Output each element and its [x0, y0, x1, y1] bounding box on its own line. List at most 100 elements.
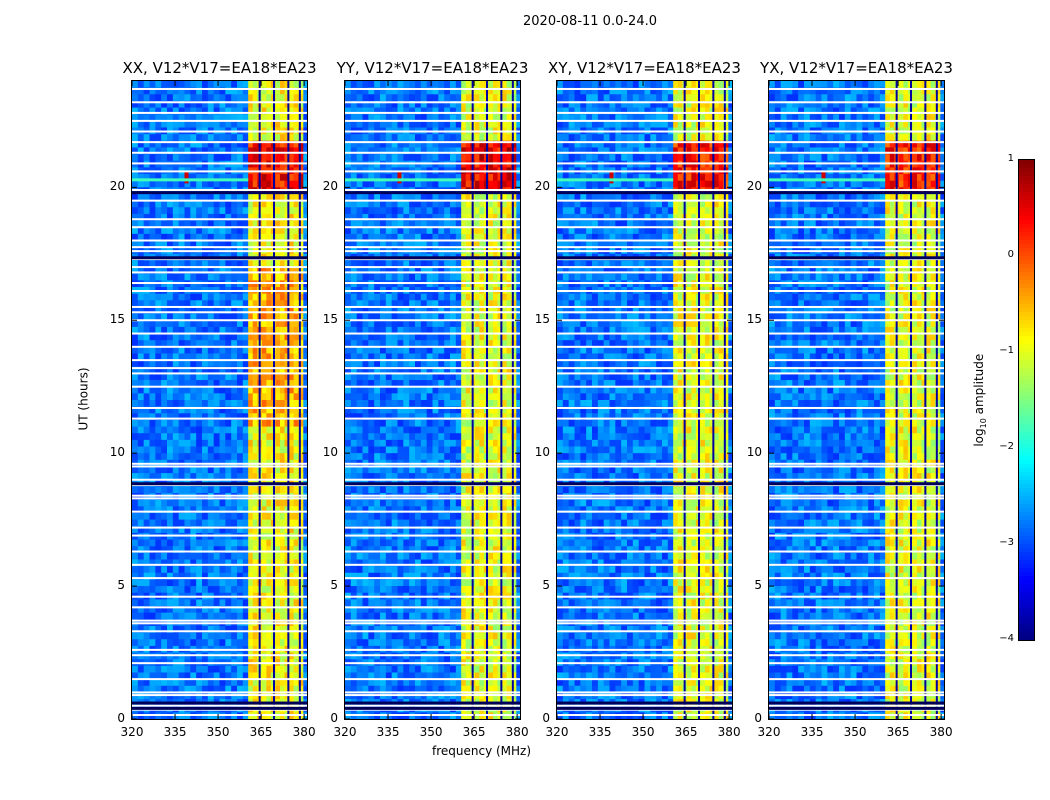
background-cell	[137, 380, 145, 388]
dark-time-row	[132, 191, 307, 195]
rfi-band-cell	[293, 473, 299, 481]
rfi-band-cell	[248, 326, 254, 335]
background-cell	[190, 220, 197, 228]
rfi-band-cell	[261, 353, 267, 361]
rfi-band-cell	[261, 612, 267, 620]
rfi-band-cell	[279, 233, 286, 242]
background-cell	[196, 519, 203, 527]
background-cell	[184, 612, 191, 620]
background-cell	[231, 140, 238, 149]
background-cell	[190, 612, 197, 620]
background-cell	[155, 326, 162, 335]
background-cell	[301, 625, 307, 634]
rfi-band-cell	[293, 606, 299, 614]
background-cell	[301, 180, 307, 188]
background-cell	[190, 466, 197, 474]
background-cell	[213, 453, 221, 461]
background-cell	[225, 400, 232, 408]
rfi-band-cell	[293, 380, 299, 388]
background-cell	[149, 552, 156, 561]
background-cell	[155, 333, 162, 341]
rfi-band-cell	[284, 393, 290, 401]
background-cell	[231, 293, 238, 301]
background-cell	[225, 446, 232, 454]
background-cell	[219, 100, 226, 109]
background-cell	[242, 366, 250, 375]
background-cell	[196, 353, 203, 361]
background-cell	[450, 233, 457, 242]
background-cell	[167, 180, 174, 188]
background-cell	[380, 180, 387, 188]
background-cell	[161, 340, 168, 348]
rfi-band-cell	[284, 546, 290, 554]
background-cell	[190, 606, 197, 614]
rfi-band-cell	[284, 147, 290, 155]
background-cell	[438, 134, 445, 142]
rfi-band-cell	[248, 87, 254, 95]
background-cell	[391, 94, 399, 102]
rfi-band-cell	[248, 453, 254, 461]
rfi-band-cell	[289, 140, 295, 149]
background-cell	[190, 599, 197, 607]
background-cell	[237, 213, 244, 222]
rfi-band-cell	[293, 419, 299, 428]
rfi-band-cell	[252, 546, 258, 554]
background-cell	[202, 346, 209, 355]
rfi-band-cell	[261, 94, 267, 102]
background-cell	[155, 107, 162, 115]
background-cell	[161, 486, 168, 494]
background-cell	[196, 665, 203, 674]
background-cell	[178, 100, 186, 109]
background-cell	[202, 473, 209, 481]
rfi-band-cell	[293, 107, 299, 115]
rfi-band-cell	[275, 506, 281, 514]
background-cell	[137, 267, 145, 275]
background-cell	[380, 114, 387, 122]
background-cell	[132, 572, 139, 581]
background-cell	[301, 579, 307, 587]
background-cell	[409, 227, 416, 235]
background-cell	[385, 213, 393, 222]
background-cell	[143, 213, 151, 222]
background-cell	[237, 174, 244, 182]
rfi-band-cell	[252, 446, 258, 454]
rfi-band-cell	[252, 672, 258, 680]
background-cell	[196, 100, 203, 109]
background-cell	[190, 685, 197, 694]
background-cell	[426, 81, 434, 89]
background-cell	[167, 326, 174, 335]
background-cell	[345, 174, 352, 182]
background-cell	[161, 260, 168, 268]
background-cell	[514, 207, 520, 215]
background-cell	[132, 506, 139, 514]
background-cell	[149, 393, 156, 401]
background-cell	[213, 313, 221, 321]
background-cell	[514, 140, 520, 149]
background-cell	[415, 180, 422, 188]
background-cell	[184, 685, 191, 694]
rfi-band-cell	[261, 473, 267, 481]
background-cell	[190, 300, 197, 308]
background-cell	[190, 672, 197, 680]
background-cell	[172, 220, 180, 228]
background-cell	[350, 81, 358, 89]
background-cell	[149, 174, 156, 182]
background-cell	[397, 100, 404, 109]
background-cell	[143, 81, 151, 89]
rfi-band-cell	[248, 260, 254, 268]
background-cell	[225, 419, 232, 428]
background-cell	[190, 632, 197, 640]
rfi-band-cell	[293, 174, 299, 182]
background-cell	[190, 360, 197, 368]
background-cell	[207, 306, 215, 315]
background-cell	[143, 293, 151, 301]
background-cell	[514, 114, 520, 122]
background-cell	[213, 193, 221, 202]
rfi-band-cell	[279, 107, 286, 115]
rfi-band-cell	[275, 240, 281, 248]
rfi-band-cell	[275, 373, 281, 381]
background-cell	[161, 273, 168, 281]
rfi-band-cell	[279, 340, 286, 348]
background-cell	[426, 200, 434, 208]
background-cell	[225, 473, 232, 481]
